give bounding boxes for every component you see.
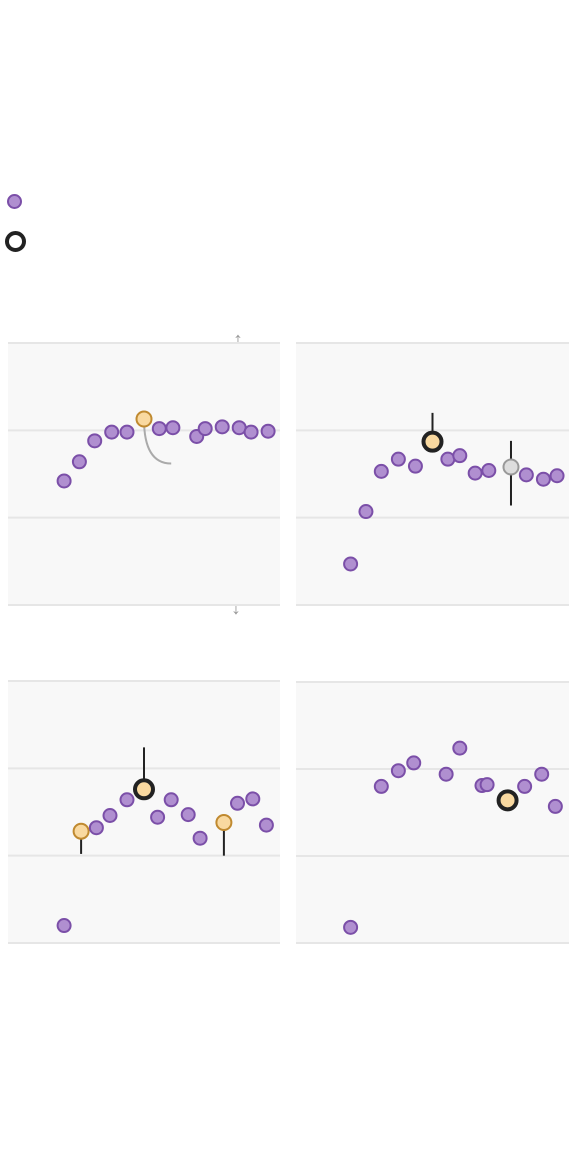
data-point	[102, 807, 118, 823]
data-point	[151, 421, 167, 437]
data-point	[452, 448, 468, 464]
chart-panel-bottom-right	[296, 681, 569, 944]
plot-background	[8, 343, 280, 605]
data-point	[390, 763, 406, 779]
data-point	[243, 424, 259, 440]
data-point	[104, 424, 120, 440]
data-point	[535, 471, 551, 487]
data-point	[119, 792, 135, 808]
data-point	[452, 740, 468, 756]
highlight-ring-point	[496, 789, 519, 812]
data-point	[119, 424, 135, 440]
data-point	[230, 795, 245, 811]
data-point	[150, 809, 166, 825]
highlight-ring-point	[133, 778, 155, 801]
data-point	[358, 504, 374, 520]
data-point	[390, 451, 406, 467]
data-point	[549, 468, 565, 484]
data-point	[163, 792, 179, 808]
data-point	[260, 423, 276, 439]
plot-background	[8, 681, 280, 943]
data-point	[214, 419, 230, 435]
arrow-up-icon: ↑	[233, 329, 243, 351]
data-point	[517, 778, 533, 794]
data-point	[165, 420, 181, 436]
data-point	[56, 473, 72, 489]
grey-point	[502, 458, 520, 476]
data-point	[534, 766, 550, 782]
data-point	[373, 778, 389, 794]
purple-dot-icon	[7, 194, 22, 209]
plot-background	[296, 682, 569, 943]
arrow-down-icon: ↓	[231, 597, 241, 619]
data-point	[343, 919, 359, 935]
highlight-point	[135, 410, 153, 428]
data-point	[197, 421, 213, 437]
data-point	[180, 807, 196, 823]
data-point	[467, 465, 483, 481]
data-point	[56, 918, 72, 934]
data-point	[87, 433, 103, 449]
data-point	[481, 463, 497, 479]
data-point	[258, 817, 274, 833]
chart-panel-top-right	[296, 342, 569, 606]
data-point	[245, 791, 261, 807]
data-point	[406, 755, 422, 771]
data-point	[343, 556, 359, 572]
highlight-point	[72, 822, 90, 840]
data-point	[407, 458, 423, 474]
data-point	[479, 777, 495, 793]
data-point	[373, 463, 389, 479]
data-point	[71, 454, 87, 470]
chart-panel-top-left	[8, 342, 280, 606]
data-point	[88, 820, 104, 836]
data-point	[547, 798, 563, 814]
black-ring-icon	[5, 231, 26, 252]
data-point	[518, 467, 534, 483]
data-point	[438, 766, 454, 782]
highlight-ring-point	[421, 430, 444, 453]
data-point	[192, 830, 208, 846]
chart-panel-bottom-left	[8, 680, 280, 944]
highlight-point	[215, 813, 233, 831]
